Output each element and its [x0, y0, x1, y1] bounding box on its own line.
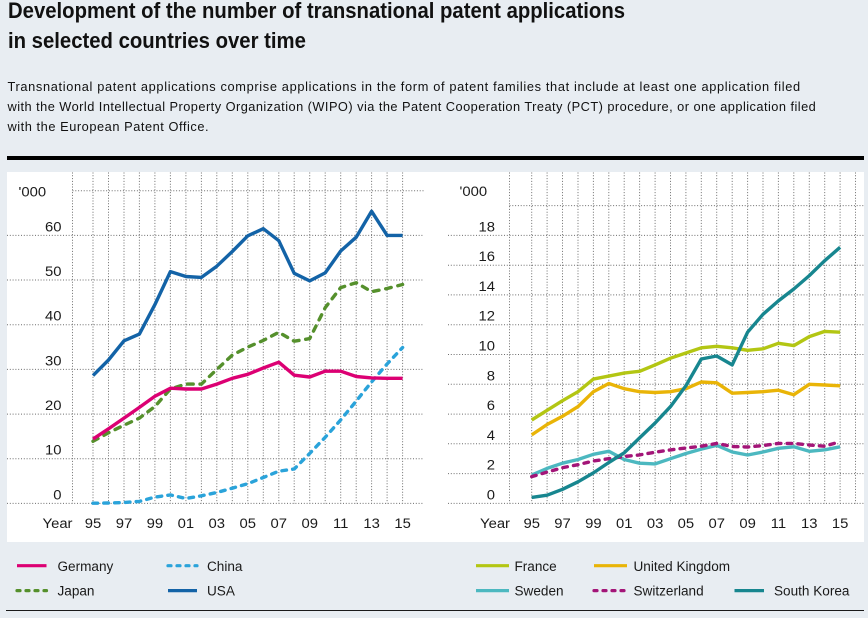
svg-text:12: 12	[479, 309, 495, 325]
svg-text:50: 50	[45, 264, 61, 280]
svg-text:95: 95	[523, 516, 539, 532]
svg-text:03: 03	[647, 516, 663, 532]
svg-text:05: 05	[240, 516, 256, 532]
svg-text:China: China	[207, 559, 243, 574]
svg-text:2: 2	[487, 458, 495, 474]
svg-text:97: 97	[116, 516, 132, 532]
svg-text:95: 95	[85, 516, 101, 532]
svg-text:15: 15	[832, 516, 848, 532]
svg-text:Germany: Germany	[58, 559, 114, 574]
svg-text:Switzerland: Switzerland	[634, 583, 704, 598]
svg-text:'000: '000	[460, 184, 488, 200]
svg-text:18: 18	[479, 220, 495, 236]
svg-text:8: 8	[487, 369, 495, 385]
svg-text:01: 01	[178, 516, 194, 532]
svg-text:Japan: Japan	[58, 583, 95, 598]
svg-text:09: 09	[301, 516, 317, 532]
svg-text:16: 16	[479, 250, 495, 266]
svg-text:15: 15	[394, 516, 410, 532]
svg-text:Year: Year	[480, 516, 510, 532]
svg-text:60: 60	[45, 220, 61, 236]
svg-text:07: 07	[271, 516, 287, 532]
svg-text:0: 0	[53, 488, 61, 504]
svg-text:0: 0	[487, 488, 495, 504]
svg-text:4: 4	[487, 428, 495, 444]
svg-text:01: 01	[616, 516, 632, 532]
svg-text:France: France	[515, 559, 558, 574]
svg-text:13: 13	[363, 516, 379, 532]
svg-text:13: 13	[801, 516, 817, 532]
svg-text:Year: Year	[43, 516, 73, 532]
svg-text:99: 99	[585, 516, 601, 532]
svg-text:03: 03	[209, 516, 225, 532]
svg-text:6: 6	[487, 398, 495, 414]
svg-text:07: 07	[708, 516, 724, 532]
svg-text:09: 09	[739, 516, 755, 532]
svg-text:14: 14	[479, 279, 495, 295]
svg-text:10: 10	[45, 443, 61, 459]
svg-text:30: 30	[45, 354, 61, 370]
svg-text:South Korea: South Korea	[774, 583, 850, 598]
svg-text:20: 20	[45, 398, 61, 414]
svg-text:05: 05	[678, 516, 694, 532]
svg-text:USA: USA	[207, 583, 236, 598]
svg-text:11: 11	[771, 516, 786, 532]
svg-text:97: 97	[554, 516, 570, 532]
svg-text:'000: '000	[19, 185, 47, 201]
svg-text:99: 99	[147, 516, 163, 532]
svg-text:11: 11	[333, 516, 348, 532]
svg-text:40: 40	[45, 309, 61, 325]
svg-text:Sweden: Sweden	[515, 583, 564, 598]
svg-text:United Kingdom: United Kingdom	[634, 559, 731, 574]
svg-text:10: 10	[479, 339, 495, 355]
